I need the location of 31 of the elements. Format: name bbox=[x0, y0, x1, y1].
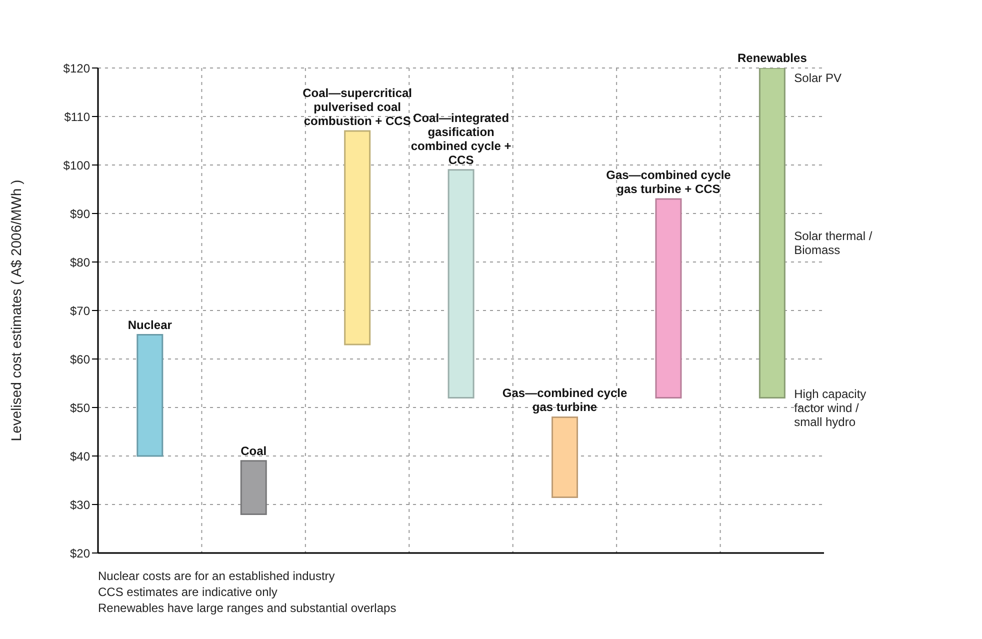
y-tick-label: $100 bbox=[63, 158, 90, 172]
y-tick-label: $60 bbox=[70, 352, 90, 366]
x-tick-label: Coal—integrated gasification combined cycle + CCS bbox=[410, 110, 512, 167]
x-tick-label: Renewables bbox=[738, 51, 808, 65]
bar bbox=[136, 334, 164, 457]
y-tick-label: $50 bbox=[70, 400, 90, 415]
y-tick-label: $90 bbox=[70, 206, 90, 221]
y-tick-label: $30 bbox=[70, 498, 90, 512]
bar bbox=[552, 416, 578, 498]
text: Nuclear costs are for an established industry bbox=[98, 568, 336, 584]
x-tick-label: Coal bbox=[240, 444, 267, 458]
annotation: Solar thermal / Biomass bbox=[794, 228, 873, 257]
bar bbox=[655, 198, 682, 399]
y-tick-label: $20 bbox=[70, 546, 90, 560]
bar bbox=[758, 68, 786, 399]
x-tick-label: Coal—supercritical pulverised coal combustion + CCS bbox=[302, 86, 412, 128]
x-tick-label: Nuclear bbox=[128, 318, 172, 332]
bar bbox=[344, 130, 371, 346]
annotation: Solar PV bbox=[794, 71, 842, 85]
y-tick-label: $70 bbox=[70, 304, 90, 318]
x-tick-label: Gas—combined cycle gas turbine + CCS bbox=[606, 168, 732, 196]
y-tick-label: $40 bbox=[70, 449, 90, 464]
x-tick-label: Gas—combined cycle gas turbine bbox=[502, 386, 628, 414]
y-tick-label: $120 bbox=[63, 61, 90, 76]
y-tick-label: $80 bbox=[70, 255, 90, 270]
bar bbox=[448, 169, 474, 399]
y-tick-label: $110 bbox=[64, 110, 90, 124]
annotation: High capacity factor wind / small hydro bbox=[794, 386, 866, 429]
y-axis-title: Levelised cost estimates ( A$ 2006/MWh ) bbox=[8, 180, 24, 442]
text: Renewables have large ranges and substantial overlaps bbox=[98, 600, 398, 616]
text: CCS estimates are indicative only bbox=[98, 584, 278, 600]
